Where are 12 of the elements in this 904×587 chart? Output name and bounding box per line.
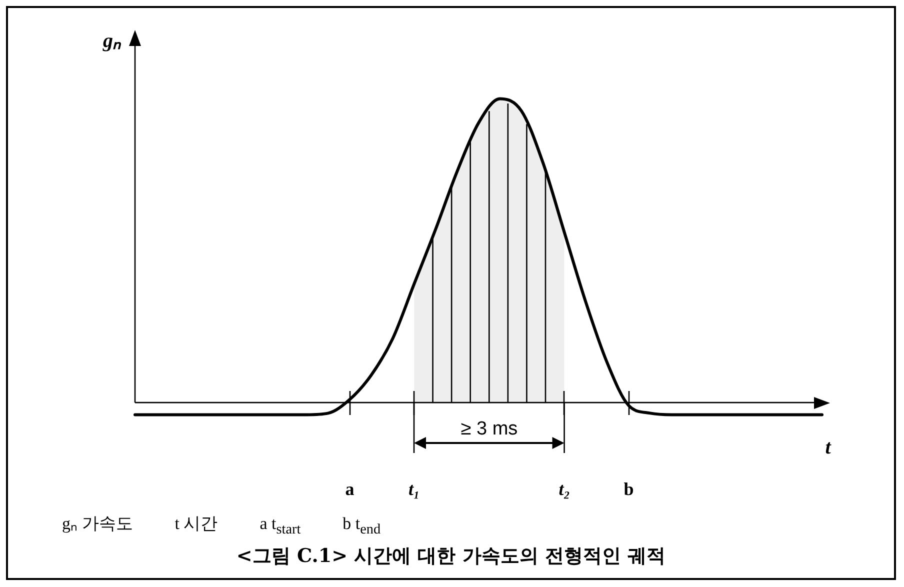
text: t 시간: [174, 514, 218, 533]
series-label: ≥ 3 ms: [460, 418, 518, 440]
x-tick-label: t₂: [558, 478, 570, 499]
y-axis-title: gₙ: [102, 30, 122, 52]
x-tick-label: t₁: [408, 478, 420, 499]
text: <그림 C.1> 시간에 대한 가속도의 전형적인 궤적: [235, 544, 667, 569]
text: b t$_{end}$: [342, 514, 381, 538]
text: gₙ 가속도: [62, 514, 133, 533]
x-axis-title: t: [825, 436, 832, 459]
x-tick-label: a: [345, 478, 354, 499]
text: a t$_{start}$: [260, 514, 301, 538]
x-tick-label: b: [624, 478, 634, 499]
